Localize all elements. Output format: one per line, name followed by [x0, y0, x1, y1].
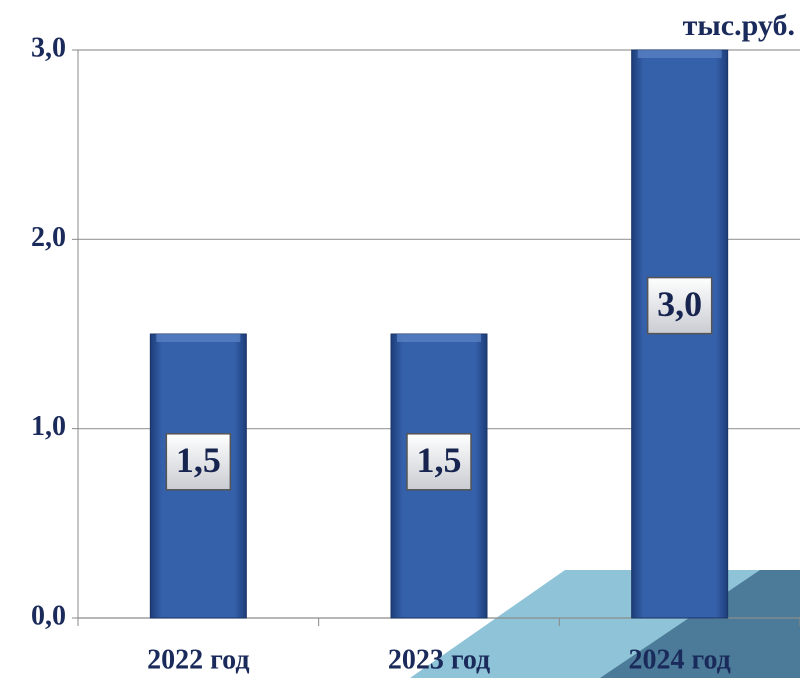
decoration [600, 570, 800, 678]
unit-label: тыс.руб. [683, 9, 795, 42]
value-label: 1,5 [176, 440, 221, 480]
bar-bevel [637, 50, 722, 58]
x-tick-label: 2024 год [628, 644, 730, 675]
bar-bevel [397, 334, 481, 342]
value-label-box [165, 433, 232, 491]
y-tick-label: 0,0 [31, 600, 66, 631]
value-label: 3,0 [657, 284, 702, 324]
x-tick-label: 2022 год [147, 644, 249, 675]
y-tick-label: 2,0 [31, 222, 66, 253]
x-tick-label: 2023 год [388, 644, 490, 675]
y-tick-label: 1,0 [31, 411, 66, 442]
value-label-box [646, 276, 713, 335]
value-label-box [406, 433, 472, 491]
y-tick-label: 3,0 [31, 32, 66, 63]
value-label: 1,5 [417, 440, 462, 480]
bar-bevel [156, 334, 241, 342]
